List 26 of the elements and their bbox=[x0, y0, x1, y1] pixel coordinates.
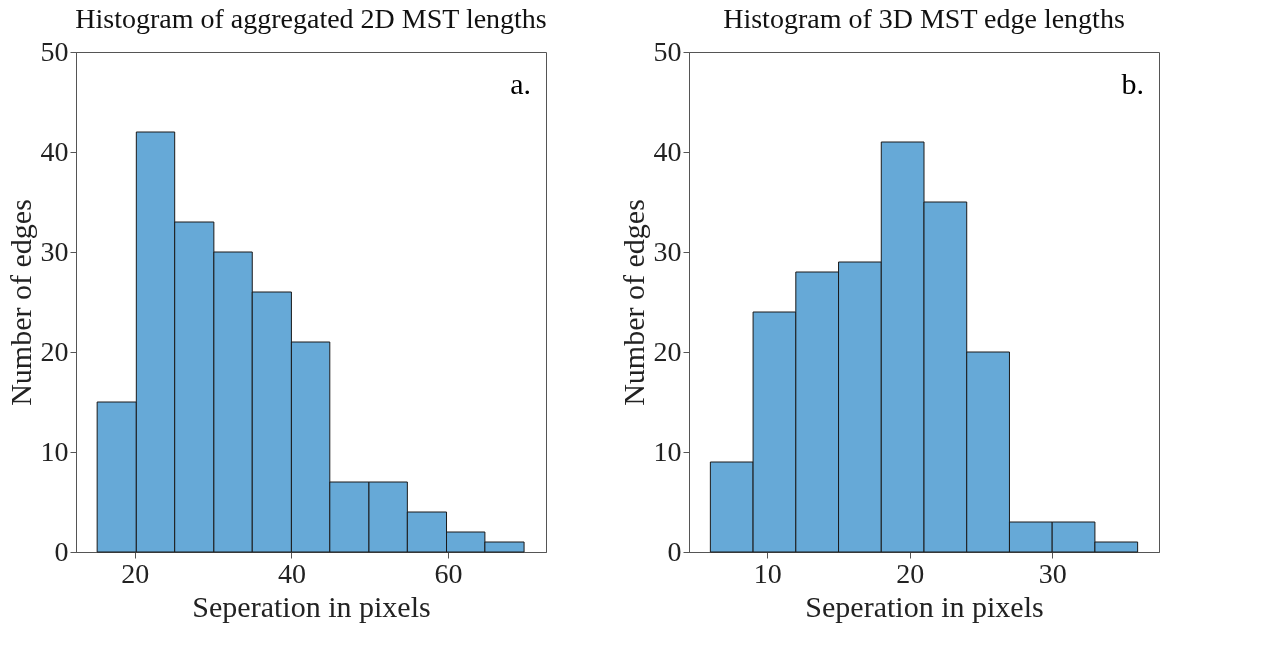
y-tick-label: 0 bbox=[54, 535, 69, 567]
x-tick-label: 60 bbox=[434, 557, 463, 589]
y-tick-label: 10 bbox=[653, 435, 682, 467]
x-tick-label: 20 bbox=[121, 557, 150, 589]
x-tick-label: 40 bbox=[277, 557, 306, 589]
y-tick-label: 40 bbox=[653, 135, 682, 167]
y-tick-label: 20 bbox=[653, 335, 682, 367]
y-axis-title: Number of edges bbox=[3, 199, 37, 406]
y-tick-label: 0 bbox=[667, 535, 682, 567]
x-axis-title: Seperation in pixels bbox=[805, 589, 1044, 623]
y-tick-label: 50 bbox=[40, 35, 69, 67]
chart-title: Histogram of aggregated 2D MST lengths bbox=[75, 3, 547, 34]
y-tick-label: 40 bbox=[40, 135, 69, 167]
chart-title: Histogram of 3D MST edge lengths bbox=[723, 3, 1125, 34]
x-tick-label: 10 bbox=[753, 557, 782, 589]
y-tick-label: 10 bbox=[40, 435, 69, 467]
x-tick-label: 30 bbox=[1038, 557, 1067, 589]
x-tick-label: 20 bbox=[896, 557, 925, 589]
y-axis-title: Number of edges bbox=[616, 199, 650, 406]
y-tick-label: 30 bbox=[653, 235, 682, 267]
y-tick-label: 30 bbox=[40, 235, 69, 267]
annotation: b. bbox=[1121, 67, 1144, 100]
y-tick-label: 50 bbox=[653, 35, 682, 67]
x-axis-title: Seperation in pixels bbox=[192, 589, 431, 623]
y-tick-label: 20 bbox=[40, 335, 69, 367]
annotation: a. bbox=[510, 67, 531, 100]
